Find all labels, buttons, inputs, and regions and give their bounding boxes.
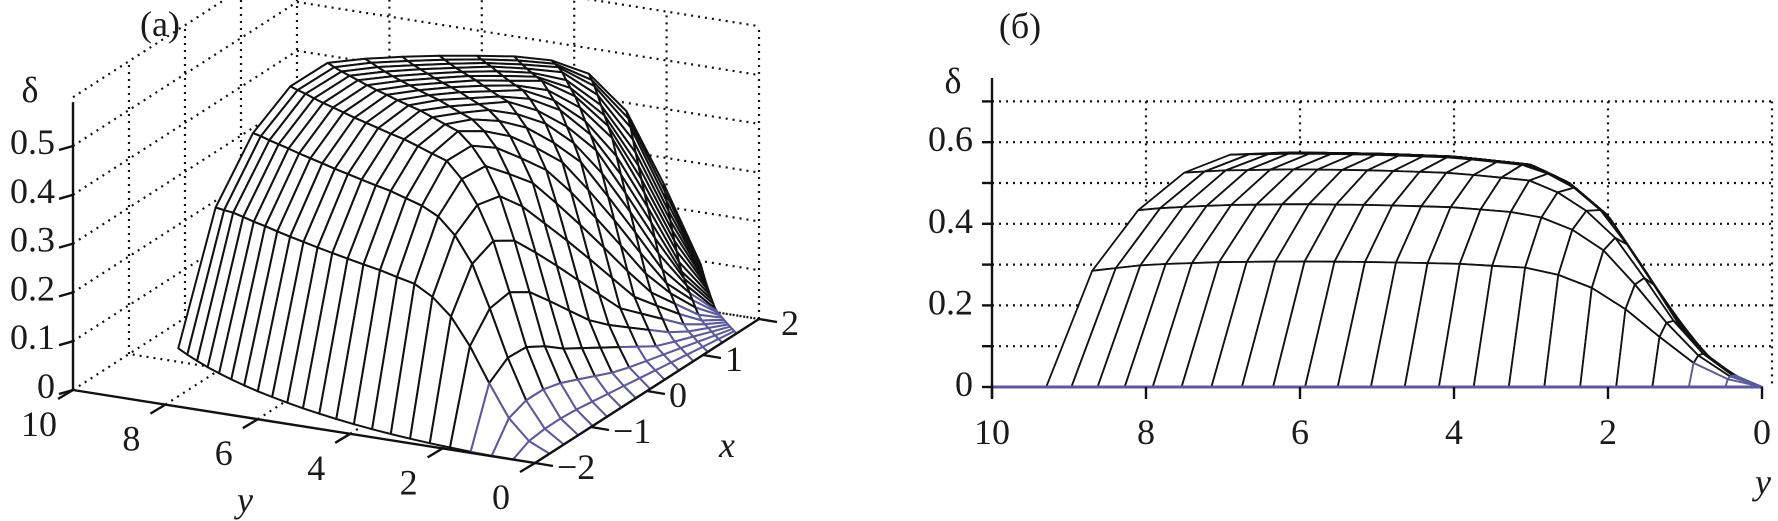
- z-tick: [58, 144, 74, 152]
- z-tick-label: 0.3: [10, 220, 55, 260]
- grid-line: [296, 0, 760, 77]
- x-tick-label: 6: [1291, 412, 1309, 452]
- z-tick-label: 0.5: [10, 122, 55, 162]
- y-tick-label: 0: [955, 364, 973, 404]
- y-tick: [149, 403, 167, 415]
- x-tick: [646, 389, 666, 396]
- z-tick-label: 0.2: [10, 268, 55, 308]
- y-tick-label: 2: [400, 462, 418, 502]
- z-tick-label: 0.4: [10, 171, 55, 211]
- z-tick: [58, 242, 74, 249]
- grid-line: [72, 0, 227, 99]
- panel-b-axes: 0 0.2 0.4 0.6 10 8 6 4 2 0: [928, 78, 1771, 452]
- z-tick: [58, 193, 74, 200]
- grid-line: [72, 1, 298, 147]
- x-tick-label: −1: [613, 411, 651, 451]
- x-tick-label: 2: [1599, 412, 1617, 452]
- z-tick: [58, 291, 74, 298]
- x-tick-label: 2: [781, 303, 799, 343]
- y-tick-label: 0: [492, 477, 510, 517]
- z-tick-label: 0.1: [10, 317, 55, 357]
- y-tick-label: 10: [21, 404, 57, 444]
- y-tick-label: 8: [122, 419, 140, 459]
- grid-line: [72, 98, 298, 245]
- z-tick: [58, 340, 74, 347]
- x-tick-label: 0: [669, 375, 687, 415]
- y-tick: [426, 447, 444, 459]
- panel-a-surface-mesh: [177, 54, 738, 464]
- x-tick-label: 1: [725, 339, 743, 379]
- x-tick-label: 0: [1753, 412, 1771, 452]
- x-tick-label: 10: [974, 412, 1010, 452]
- panel-b-surface-mesh: [992, 151, 1763, 389]
- panel-b-label: (б): [999, 6, 1041, 46]
- x-tick: [590, 425, 610, 432]
- y-axis-line: [72, 388, 536, 465]
- y-tick-label: 0.2: [928, 282, 973, 322]
- x-tick: [534, 461, 554, 468]
- panel-b-projection-plot: 0 0.2 0.4 0.6 10 8 6 4 2 0 (б) δ y: [928, 6, 1774, 502]
- panel-b-x-axis-label: y: [1752, 462, 1771, 502]
- x-tick: [758, 317, 778, 324]
- y-tick-label: 0.4: [928, 201, 973, 241]
- y-tick-label: 6: [215, 433, 233, 473]
- panel-a-label: (a): [140, 4, 180, 44]
- panel-b-y-axis-label: δ: [945, 61, 962, 101]
- x-tick: [702, 353, 722, 360]
- x-tick-label: 8: [1137, 412, 1155, 452]
- y-tick: [57, 388, 74, 401]
- y-tick: [519, 461, 536, 474]
- y-tick: [334, 432, 351, 444]
- y-tick: [242, 418, 259, 430]
- x-tick-label: 4: [1445, 412, 1463, 452]
- panel-a-x-axis-label: x: [718, 425, 735, 465]
- panel-a-z-axis-label: δ: [22, 70, 39, 110]
- y-tick-label: 0.6: [928, 119, 973, 159]
- grid-line: [72, 196, 298, 343]
- grid-line: [72, 49, 298, 196]
- y-tick-label: 4: [307, 448, 325, 488]
- panel-a-y-axis-label: y: [234, 480, 253, 520]
- grid-line: [72, 147, 298, 294]
- x-tick-label: −2: [557, 447, 595, 487]
- z-tick-label: 0: [37, 366, 55, 406]
